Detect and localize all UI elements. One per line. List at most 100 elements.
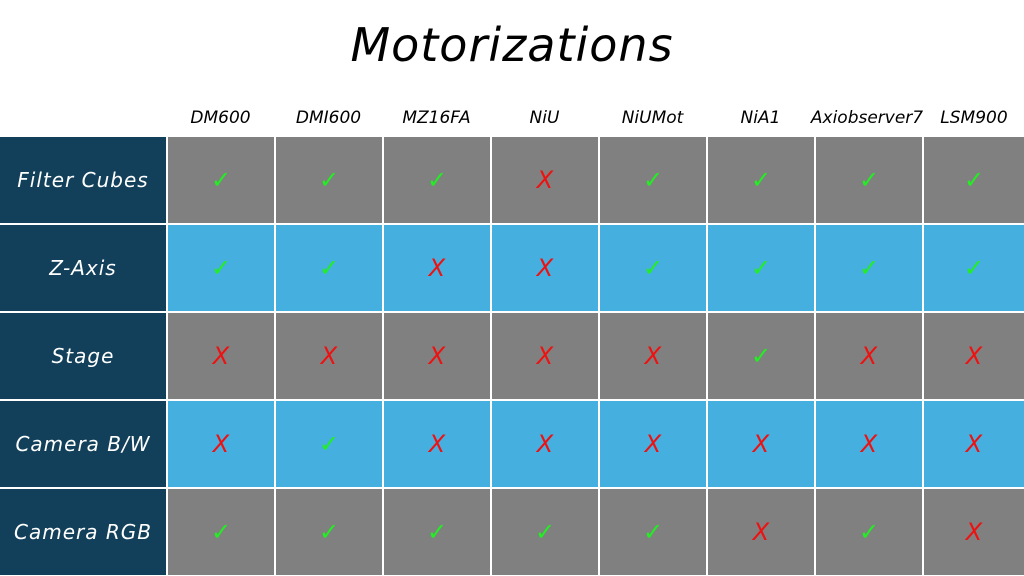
table-cell: X <box>924 489 1024 575</box>
table-cell: ✓ <box>924 137 1024 223</box>
check-icon: ✓ <box>210 518 232 546</box>
table-cell: ✓ <box>600 225 706 311</box>
table-row: Filter Cubes ✓ ✓ ✓ X ✓ ✓ ✓ ✓ <box>0 137 1024 223</box>
check-icon: ✓ <box>858 254 880 282</box>
check-icon: ✓ <box>858 166 880 194</box>
table-cell: X <box>384 313 490 399</box>
table-cell: X <box>492 137 598 223</box>
cross-icon: X <box>428 342 446 370</box>
table-cell: X <box>924 401 1024 487</box>
table-row: Stage X X X X X ✓ X X <box>0 313 1024 399</box>
row-label: Filter Cubes <box>0 137 166 223</box>
column-header: NiA1 <box>740 108 781 128</box>
cross-icon: X <box>428 254 446 282</box>
check-icon: ✓ <box>426 166 448 194</box>
table-cell: X <box>816 313 922 399</box>
table-cell: X <box>384 225 490 311</box>
column-header: NiUMot <box>621 108 684 128</box>
table-cell: ✓ <box>708 313 814 399</box>
table-cell: ✓ <box>600 137 706 223</box>
cross-icon: X <box>860 342 878 370</box>
table-cell: ✓ <box>276 401 382 487</box>
cross-icon: X <box>965 518 983 546</box>
cross-icon: X <box>536 166 554 194</box>
table-cell: X <box>492 225 598 311</box>
check-icon: ✓ <box>642 166 664 194</box>
table-cell: ✓ <box>276 137 382 223</box>
cross-icon: X <box>860 430 878 458</box>
table-cell: X <box>708 489 814 575</box>
cross-icon: X <box>536 430 554 458</box>
check-icon: ✓ <box>318 430 340 458</box>
cross-icon: X <box>536 254 554 282</box>
column-header: DMI600 <box>295 108 362 128</box>
table-cell: X <box>168 313 274 399</box>
check-icon: ✓ <box>210 254 232 282</box>
table-cell: X <box>600 401 706 487</box>
cross-icon: X <box>965 342 983 370</box>
check-icon: ✓ <box>750 254 772 282</box>
table-cell: ✓ <box>600 489 706 575</box>
check-icon: ✓ <box>642 518 664 546</box>
page-title: Motorizations <box>350 18 674 72</box>
table-cell: X <box>384 401 490 487</box>
table-cell: ✓ <box>276 489 382 575</box>
cross-icon: X <box>644 430 662 458</box>
table-cell: ✓ <box>384 137 490 223</box>
cross-icon: X <box>644 342 662 370</box>
table-cell: X <box>924 313 1024 399</box>
column-header-row: DM600 DMI600 MZ16FA NiU NiUMot NiA1 Axio… <box>167 102 1024 134</box>
table-cell: ✓ <box>708 137 814 223</box>
table-cell: ✓ <box>816 137 922 223</box>
row-label: Z-Axis <box>0 225 166 311</box>
column-header: Axiobserver7 <box>810 108 924 128</box>
table-row: Camera RGB ✓ ✓ ✓ ✓ ✓ X ✓ X <box>0 489 1024 575</box>
table-cell: ✓ <box>168 137 274 223</box>
table-cell: X <box>816 401 922 487</box>
row-label: Camera B/W <box>0 401 166 487</box>
table-cell: ✓ <box>168 489 274 575</box>
check-icon: ✓ <box>963 254 985 282</box>
cross-icon: X <box>752 430 770 458</box>
table-cell: ✓ <box>924 225 1024 311</box>
cross-icon: X <box>536 342 554 370</box>
table-cell: X <box>492 313 598 399</box>
check-icon: ✓ <box>534 518 556 546</box>
comparison-table: Filter Cubes ✓ ✓ ✓ X ✓ ✓ ✓ ✓ Z-Axis ✓ ✓ X X ✓ ✓ ✓ ✓ Stage X… <box>0 137 1024 576</box>
table-cell: ✓ <box>276 225 382 311</box>
table-cell: X <box>708 401 814 487</box>
table-cell: X <box>276 313 382 399</box>
row-label: Stage <box>0 313 166 399</box>
cross-icon: X <box>212 430 230 458</box>
table-cell: X <box>600 313 706 399</box>
check-icon: ✓ <box>318 518 340 546</box>
table-row: Camera B/W X ✓ X X X X X X <box>0 401 1024 487</box>
cross-icon: X <box>428 430 446 458</box>
column-header: MZ16FA <box>402 108 471 128</box>
table-cell: X <box>168 401 274 487</box>
cross-icon: X <box>212 342 230 370</box>
table-row: Z-Axis ✓ ✓ X X ✓ ✓ ✓ ✓ <box>0 225 1024 311</box>
check-icon: ✓ <box>642 254 664 282</box>
check-icon: ✓ <box>426 518 448 546</box>
table-cell: ✓ <box>492 489 598 575</box>
cross-icon: X <box>752 518 770 546</box>
check-icon: ✓ <box>750 342 772 370</box>
table-cell: ✓ <box>708 225 814 311</box>
cross-icon: X <box>965 430 983 458</box>
table-cell: ✓ <box>816 225 922 311</box>
table-cell: ✓ <box>816 489 922 575</box>
check-icon: ✓ <box>858 518 880 546</box>
column-header: DM600 <box>190 108 251 128</box>
check-icon: ✓ <box>210 166 232 194</box>
table-cell: X <box>492 401 598 487</box>
check-icon: ✓ <box>750 166 772 194</box>
check-icon: ✓ <box>318 166 340 194</box>
cross-icon: X <box>320 342 338 370</box>
table-cell: ✓ <box>168 225 274 311</box>
check-icon: ✓ <box>963 166 985 194</box>
column-header: LSM900 <box>940 108 1008 128</box>
table-cell: ✓ <box>384 489 490 575</box>
row-label: Camera RGB <box>0 489 166 575</box>
column-header: NiU <box>529 108 560 128</box>
